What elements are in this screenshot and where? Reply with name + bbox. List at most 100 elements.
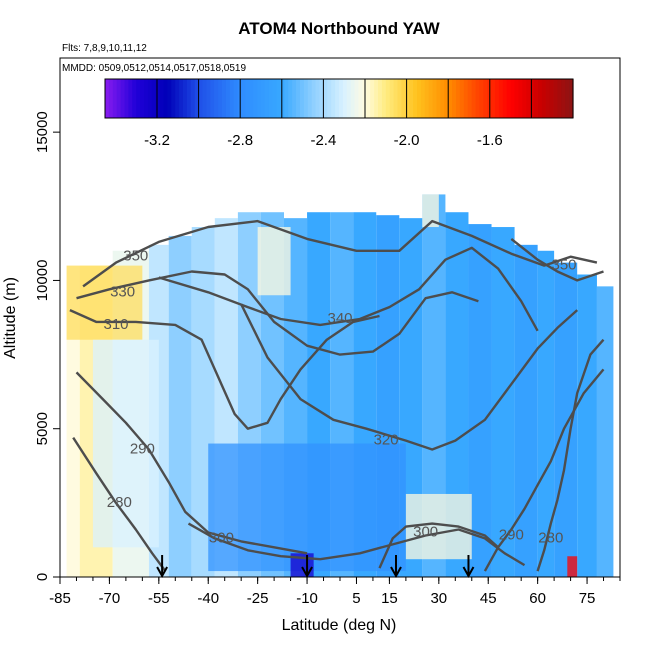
colorbar-swatch: [522, 79, 527, 118]
heatmap-region: [567, 556, 578, 577]
colorbar-tick-label: -2.8: [227, 132, 253, 149]
colorbar-swatch: [311, 79, 317, 118]
contour-line: [378, 522, 499, 569]
heatmap-column: [422, 194, 446, 577]
colorbar-swatch: [124, 79, 129, 118]
colorbar-swatch: [557, 79, 562, 118]
x-tick-label: 60: [529, 590, 546, 607]
colorbar-swatch: [428, 79, 434, 118]
colorbar-swatch: [393, 79, 399, 118]
flights-label: Flts: 7,8,9,10,11,12: [62, 43, 147, 54]
colorbar-swatch: [448, 79, 453, 118]
colorbar-swatch: [366, 79, 371, 118]
colorbar-swatch: [463, 79, 469, 118]
colorbar-tick-label: -1.6: [477, 132, 503, 149]
colorbar-swatch: [397, 79, 402, 118]
contour-line: [483, 368, 605, 572]
colorbar-swatch: [136, 79, 141, 118]
colorbar-swatch: [296, 79, 301, 118]
colorbar-swatch: [315, 79, 321, 118]
heatmap-region: [422, 194, 439, 228]
colorbar-tick-label: -3.2: [144, 132, 170, 149]
colorbar-swatch: [452, 79, 457, 118]
colorbar-swatch: [436, 79, 441, 118]
colorbar-swatch: [374, 79, 379, 118]
colorbar-swatch: [128, 79, 133, 118]
contour-label: 300: [413, 524, 438, 541]
y-axis: 0 5000 10000 15000: [34, 111, 60, 581]
colorbar-swatch: [405, 79, 410, 118]
colorbar-swatch: [307, 79, 313, 118]
colorbar-swatch: [163, 79, 168, 118]
heatmap-column: [445, 212, 469, 577]
colorbar-swatch: [569, 79, 574, 118]
flight-marker-head: [156, 566, 168, 579]
colorbar-swatch: [288, 79, 293, 118]
x-tick-label: -10: [296, 590, 318, 607]
colorbar-swatch: [249, 79, 254, 118]
colorbar-swatch: [378, 79, 383, 118]
colorbar-swatch: [323, 79, 328, 118]
x-tick-label: -40: [197, 590, 219, 607]
heatmap-region: [66, 265, 143, 340]
contour-line: [69, 309, 380, 430]
colorbar-swatch: [526, 79, 531, 118]
contour-label: 320: [374, 432, 399, 449]
colorbar-swatch: [409, 79, 414, 118]
colorbar-swatch: [381, 79, 387, 118]
x-tick-label: 45: [480, 590, 497, 607]
heatmap-column: [537, 250, 555, 577]
colorbar-swatch: [112, 79, 118, 118]
contour-label: 310: [103, 316, 128, 333]
x-tick-label: -55: [148, 590, 170, 607]
contour-line: [76, 270, 479, 356]
colorbar-swatch: [303, 79, 309, 118]
colorbar-swatch: [444, 79, 449, 118]
colorbar-swatch: [506, 79, 512, 118]
contour-line: [510, 237, 604, 282]
colorbar-swatch: [179, 79, 184, 118]
colorbar-swatch: [245, 79, 250, 118]
colorbar-swatch: [218, 79, 223, 118]
colorbar-swatch: [171, 79, 176, 118]
heatmap-region: [92, 339, 159, 548]
heatmap-column: [596, 286, 614, 577]
colorbar-swatch: [475, 79, 480, 118]
x-tick-label: 30: [430, 590, 447, 607]
contour-label: 330: [110, 283, 135, 300]
x-axis: -85 -70 -55 -40 -25 -10 5 15 30 45 60 75: [49, 577, 621, 607]
contour-label: 290: [499, 526, 524, 543]
colorbar-swatch: [459, 79, 465, 118]
colorbar-swatch: [210, 79, 215, 118]
colorbar-swatch: [155, 79, 161, 118]
colorbar-swatch: [261, 79, 266, 118]
contour-label: 290: [130, 440, 155, 457]
colorbar-swatch: [202, 79, 207, 118]
colorbar-frame: [104, 78, 574, 119]
colorbar-swatch: [358, 79, 363, 118]
colorbar-swatch: [190, 79, 196, 118]
colorbar-swatch: [264, 79, 270, 118]
colorbar-swatch: [253, 79, 258, 118]
colorbar-swatch: [424, 79, 430, 118]
contour-label: 340: [327, 310, 352, 327]
colorbar-swatch: [300, 79, 305, 118]
contour-label: 300: [209, 529, 234, 546]
contour-line: [240, 303, 579, 451]
heatmap-column: [468, 224, 492, 577]
colorbar-swatch: [140, 79, 145, 118]
contour-lines: 350 330 310 340 320 290 280 300 300 290 280 350: [69, 219, 605, 572]
colorbar-swatch: [276, 79, 282, 118]
colorbar-swatch: [327, 79, 332, 118]
heatmap-column: [554, 262, 578, 577]
colorbar-swatch: [335, 79, 340, 118]
colorbar-swatch: [198, 79, 204, 118]
contour-label: 350: [551, 257, 576, 274]
colorbar-swatch: [467, 79, 473, 118]
dates-label: MMDD: 0509,0512,0514,0517,0518,0519: [62, 63, 246, 74]
colorbar-swatch: [385, 79, 391, 118]
x-tick-label: 15: [381, 590, 398, 607]
colorbar-swatch: [502, 79, 508, 118]
contour-label: 350: [123, 248, 148, 265]
